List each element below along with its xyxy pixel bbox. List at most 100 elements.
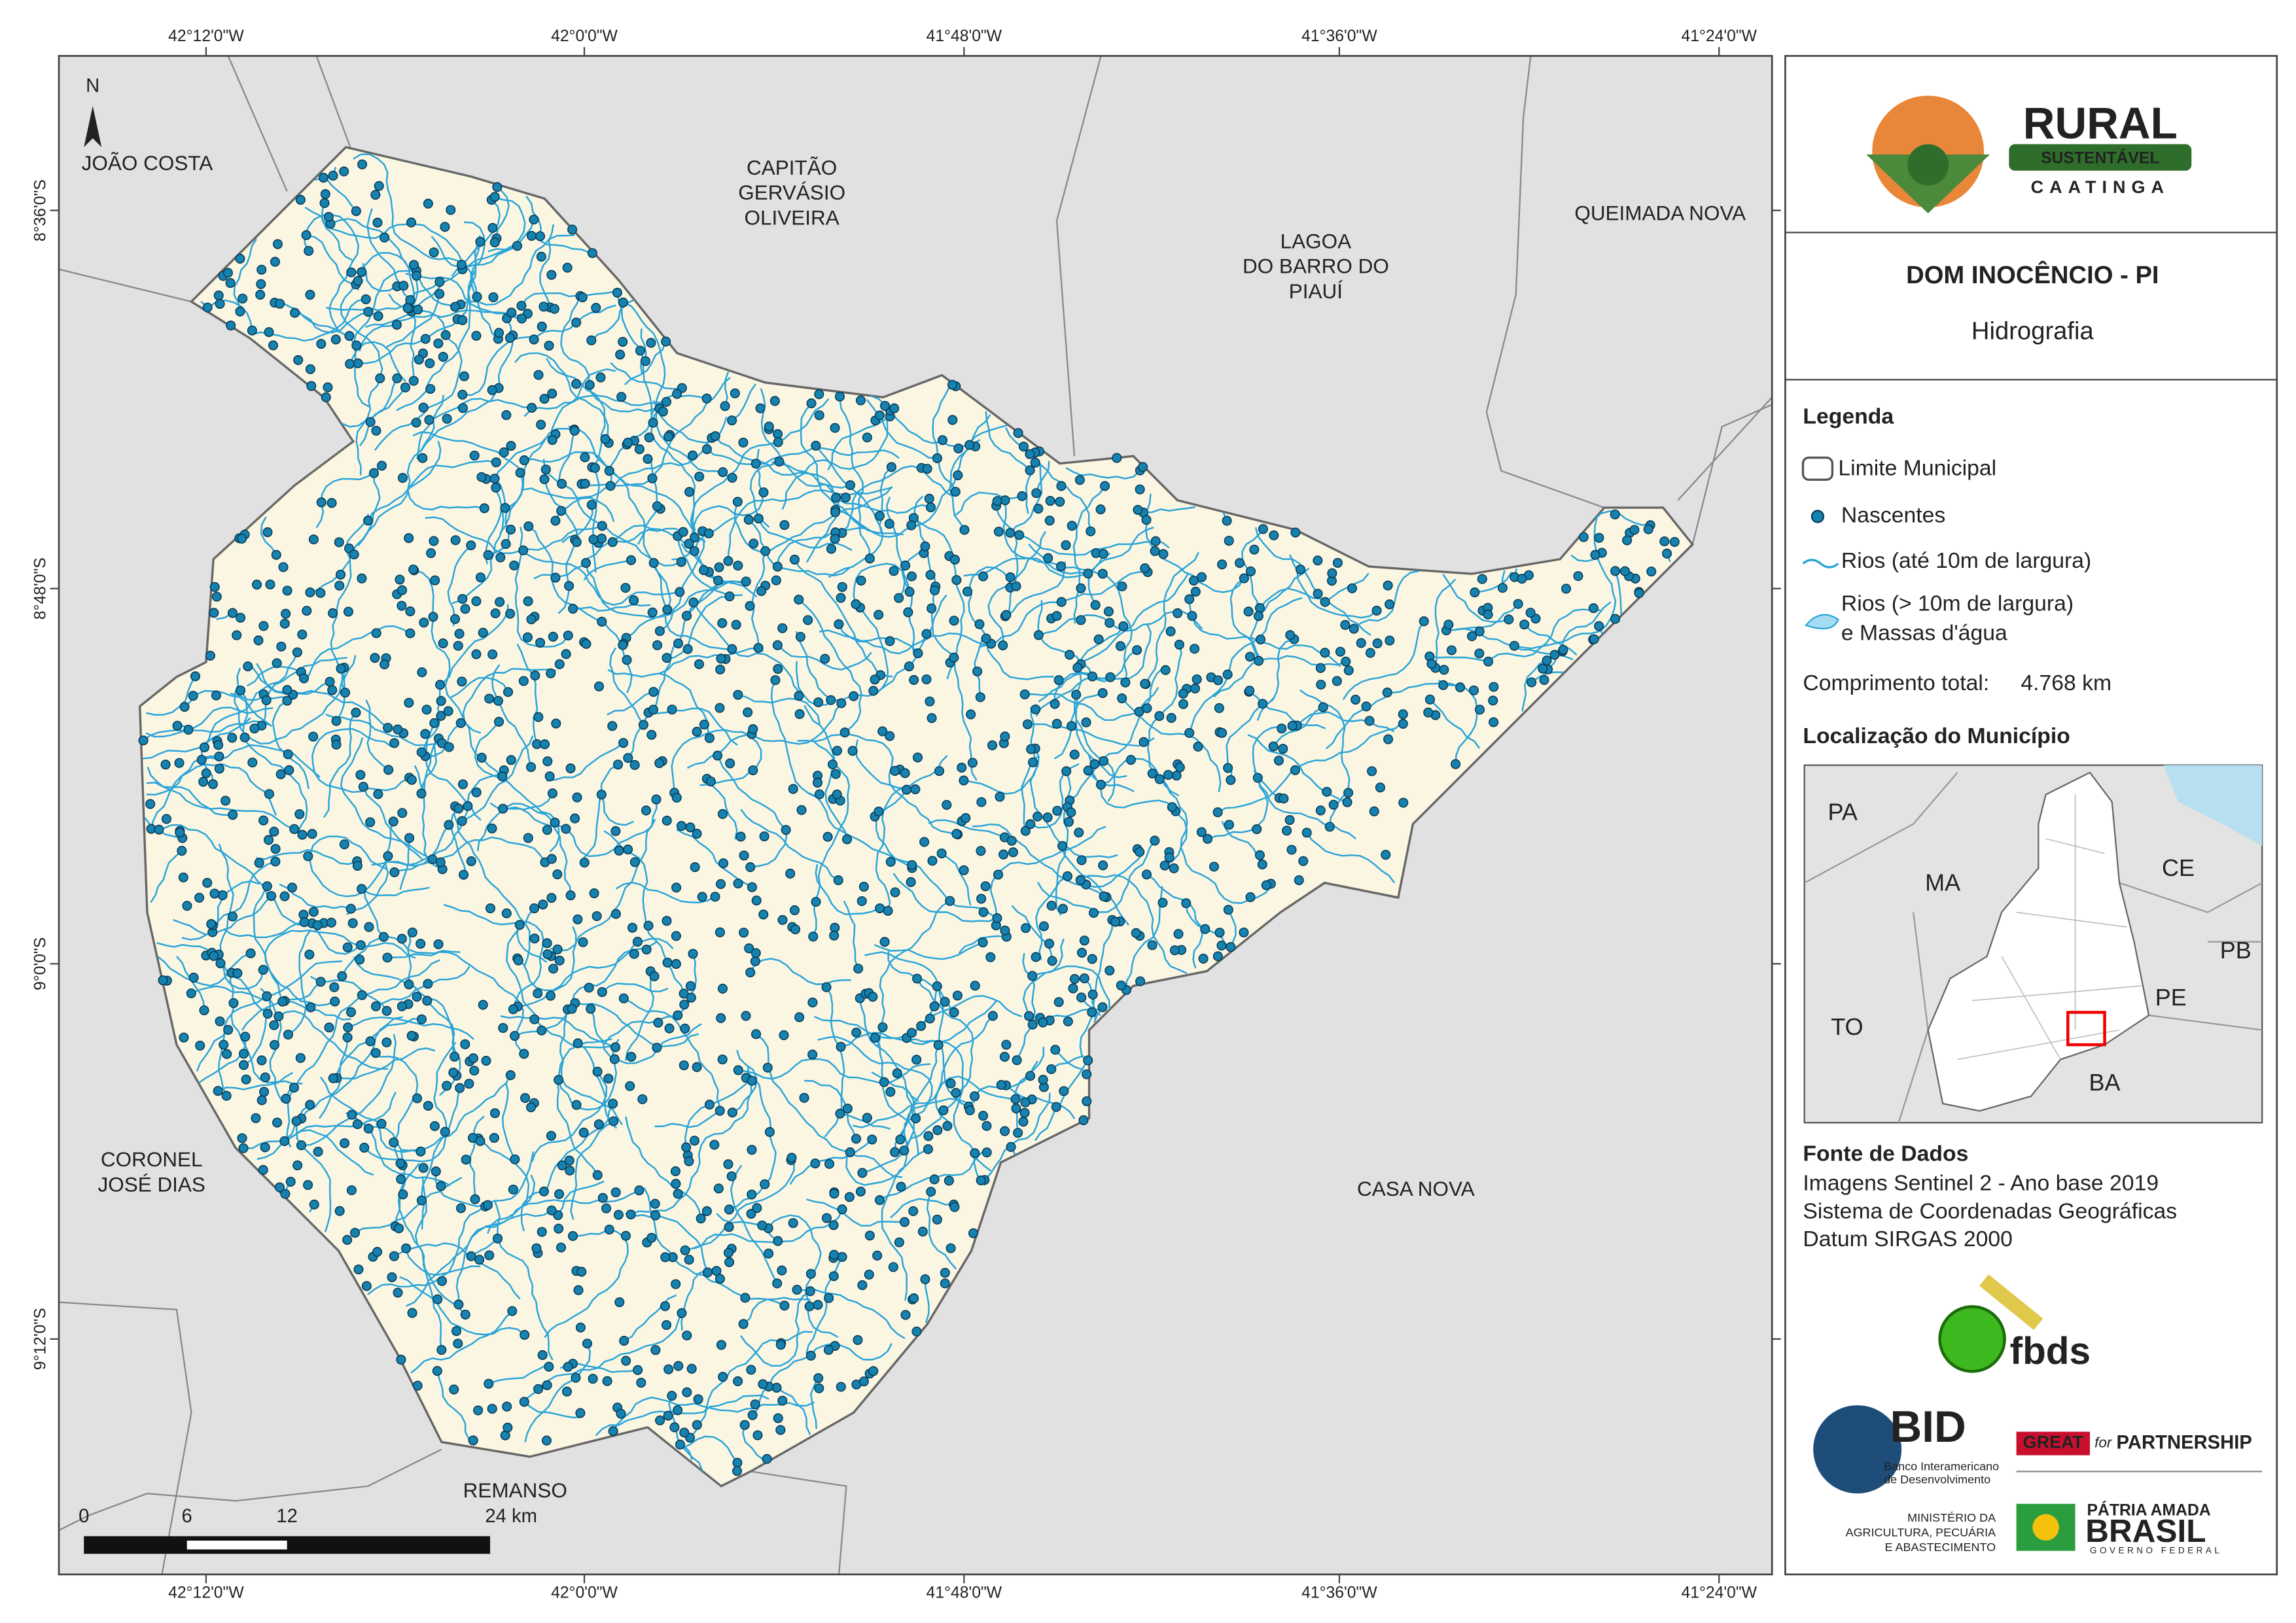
- spring: [448, 1067, 459, 1078]
- spring: [327, 498, 337, 508]
- spring: [408, 375, 419, 386]
- spring: [501, 539, 511, 550]
- river: [353, 956, 455, 1057]
- spring: [482, 1200, 493, 1210]
- river: [414, 569, 482, 734]
- spring: [1578, 532, 1589, 542]
- spring: [262, 991, 272, 1002]
- river: [814, 986, 938, 1039]
- spring: [689, 1136, 700, 1146]
- spring: [1117, 581, 1127, 591]
- spring: [757, 1220, 768, 1230]
- spring: [1140, 563, 1150, 574]
- great-text: GREAT: [2023, 1433, 2084, 1452]
- spring: [616, 1408, 626, 1419]
- spring: [718, 1372, 728, 1382]
- spring: [944, 1176, 954, 1186]
- spring: [1178, 688, 1188, 699]
- spring: [927, 713, 937, 724]
- river: [623, 998, 722, 1108]
- spring: [271, 550, 281, 560]
- spring: [1093, 634, 1104, 644]
- spring: [874, 610, 884, 620]
- spring: [667, 705, 677, 715]
- spring: [221, 1091, 232, 1101]
- spring: [874, 511, 885, 521]
- spring: [877, 726, 888, 737]
- spring: [519, 1049, 529, 1059]
- spring: [764, 1126, 775, 1137]
- spring: [442, 1081, 452, 1091]
- river: [462, 304, 616, 396]
- spring: [489, 237, 500, 247]
- spring: [752, 1203, 762, 1213]
- spring: [964, 440, 975, 450]
- spring: [572, 792, 582, 803]
- spring: [868, 992, 878, 1002]
- spring: [716, 1340, 726, 1350]
- river: [560, 296, 663, 413]
- spring: [673, 1010, 683, 1021]
- spring: [503, 687, 514, 697]
- river: [533, 527, 684, 580]
- river: [1032, 965, 1111, 1010]
- spring: [612, 759, 624, 770]
- spring: [239, 732, 250, 742]
- spring: [889, 403, 900, 413]
- spring: [618, 738, 629, 748]
- spring: [717, 1054, 728, 1065]
- spring: [653, 1017, 663, 1028]
- spring: [214, 751, 224, 761]
- spring: [1013, 1128, 1023, 1138]
- spring: [1273, 756, 1284, 766]
- spring: [762, 1454, 772, 1464]
- spring: [692, 1062, 702, 1072]
- spring: [460, 1039, 470, 1049]
- north-label: N: [86, 75, 99, 96]
- river: [557, 430, 576, 481]
- spring: [510, 1154, 520, 1164]
- river: [546, 1103, 614, 1191]
- spring: [454, 629, 465, 639]
- spring: [334, 580, 345, 591]
- spring: [805, 1268, 816, 1279]
- river: [730, 1164, 778, 1284]
- spring: [1057, 841, 1068, 851]
- spring: [290, 307, 300, 318]
- spring: [922, 464, 932, 474]
- spring: [268, 340, 279, 351]
- spring: [855, 1186, 866, 1197]
- spring: [966, 709, 976, 720]
- spring: [1012, 1055, 1022, 1066]
- spring: [724, 1204, 734, 1215]
- spring: [334, 537, 344, 548]
- river: [667, 1394, 769, 1417]
- spring: [444, 820, 454, 830]
- spring: [1150, 835, 1160, 846]
- spring: [416, 788, 427, 799]
- spring: [747, 1145, 757, 1155]
- spring: [1076, 947, 1087, 958]
- spring: [1375, 782, 1385, 793]
- spring: [405, 628, 415, 638]
- latitude-label: 9°0'0"S: [32, 937, 50, 990]
- spring: [738, 1319, 749, 1329]
- spring: [303, 851, 313, 862]
- spring: [694, 472, 705, 482]
- spring: [487, 222, 498, 233]
- spring: [436, 1181, 446, 1191]
- river: [795, 631, 832, 701]
- spring: [235, 253, 245, 264]
- spring: [567, 224, 578, 235]
- spring: [1173, 929, 1184, 939]
- spring: [1254, 850, 1265, 860]
- river: [336, 1047, 436, 1080]
- river: [1021, 756, 1038, 831]
- river: [1325, 682, 1461, 750]
- river: [615, 881, 716, 903]
- partnership-text: PARTNERSHIP: [2117, 1432, 2252, 1453]
- river: [487, 1189, 640, 1234]
- river: [640, 328, 654, 423]
- spring: [1097, 1002, 1108, 1013]
- river: [601, 982, 669, 993]
